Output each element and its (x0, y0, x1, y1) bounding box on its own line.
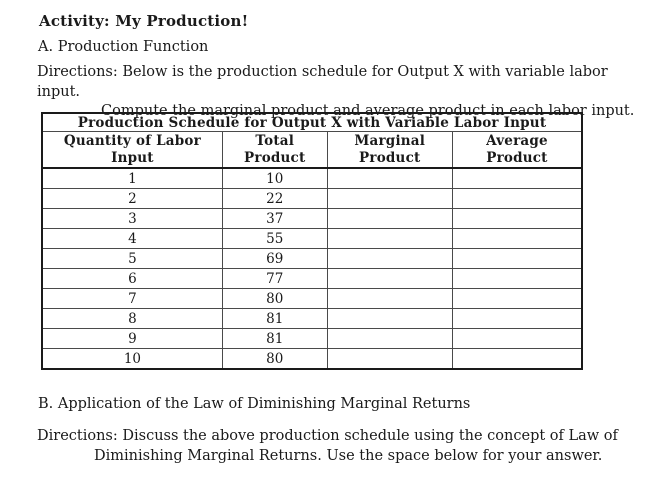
cell-quantity-of-labor-input: 7 (41, 288, 223, 309)
cell-average-product-blank (451, 208, 583, 229)
table-title-row: Production Schedule for Output X with Va… (41, 112, 583, 132)
table-row: 3 37 (41, 208, 583, 229)
cell-marginal-product-blank (326, 248, 453, 269)
cell-total-product: 81 (221, 328, 328, 349)
cell-average-product-blank (451, 167, 583, 189)
column-header-row: Quantity of Labor Input Total Product Ma… (41, 131, 583, 169)
table-row: 2 22 (41, 188, 583, 209)
cell-quantity-of-labor-input: 3 (41, 208, 223, 229)
table-row: 5 69 (41, 248, 583, 269)
cell-quantity-of-labor-input: 8 (41, 308, 223, 329)
cell-marginal-product-blank (326, 188, 453, 209)
cell-quantity-of-labor-input: 5 (41, 248, 223, 269)
table-body: 1 10 2 22 3 37 4 55 5 69 (41, 167, 583, 370)
cell-average-product-blank (451, 328, 583, 349)
section-a-heading: A. Production Function (38, 39, 209, 55)
cell-average-product-blank (451, 348, 583, 370)
cell-quantity-of-labor-input: 6 (41, 268, 223, 289)
table-row: 1 10 (41, 167, 583, 189)
cell-total-product: 69 (221, 248, 328, 269)
cell-marginal-product-blank (326, 228, 453, 249)
table-row: 9 81 (41, 328, 583, 349)
directions-b: Directions: Discuss the above production… (37, 426, 618, 466)
cell-quantity-of-labor-input: 1 (41, 167, 223, 189)
cell-average-product-blank (451, 288, 583, 309)
cell-quantity-of-labor-input: 2 (41, 188, 223, 209)
cell-marginal-product-blank (326, 208, 453, 229)
table-row: 7 80 (41, 288, 583, 309)
cell-total-product: 37 (221, 208, 328, 229)
cell-total-product: 10 (221, 167, 328, 189)
activity-title: Activity: My Production! (39, 12, 249, 30)
table-row: 8 81 (41, 308, 583, 329)
cell-total-product: 80 (221, 288, 328, 309)
column-header-average-product: Average Product (451, 131, 583, 169)
column-header-total-product: Total Product (221, 131, 328, 169)
column-header-marginal-product: Marginal Product (326, 131, 453, 169)
cell-total-product: 80 (221, 348, 328, 370)
column-header-quantity-of-labor-input: Quantity of Labor Input (41, 131, 223, 169)
directions-b-line2: Diminishing Marginal Returns. Use the sp… (94, 448, 603, 464)
cell-average-product-blank (451, 228, 583, 249)
production-schedule-table: Production Schedule for Output X with Va… (41, 112, 583, 370)
directions-b-line1: Directions: Discuss the above production… (37, 428, 618, 444)
cell-marginal-product-blank (326, 167, 453, 189)
table-row: 10 80 (41, 348, 583, 370)
cell-average-product-blank (451, 248, 583, 269)
cell-average-product-blank (451, 268, 583, 289)
table-row: 6 77 (41, 268, 583, 289)
table-row: 4 55 (41, 228, 583, 249)
cell-average-product-blank (451, 188, 583, 209)
table-title: Production Schedule for Output X with Va… (41, 112, 583, 132)
cell-total-product: 55 (221, 228, 328, 249)
cell-quantity-of-labor-input: 9 (41, 328, 223, 349)
directions-a-line1: Directions: Below is the production sche… (37, 64, 608, 100)
cell-quantity-of-labor-input: 10 (41, 348, 223, 370)
cell-marginal-product-blank (326, 348, 453, 370)
cell-quantity-of-labor-input: 4 (41, 228, 223, 249)
cell-marginal-product-blank (326, 268, 453, 289)
section-b-heading: B. Application of the Law of Diminishing… (38, 396, 471, 412)
cell-average-product-blank (451, 308, 583, 329)
cell-total-product: 81 (221, 308, 328, 329)
cell-marginal-product-blank (326, 288, 453, 309)
cell-total-product: 22 (221, 188, 328, 209)
cell-marginal-product-blank (326, 308, 453, 329)
cell-marginal-product-blank (326, 328, 453, 349)
cell-total-product: 77 (221, 268, 328, 289)
